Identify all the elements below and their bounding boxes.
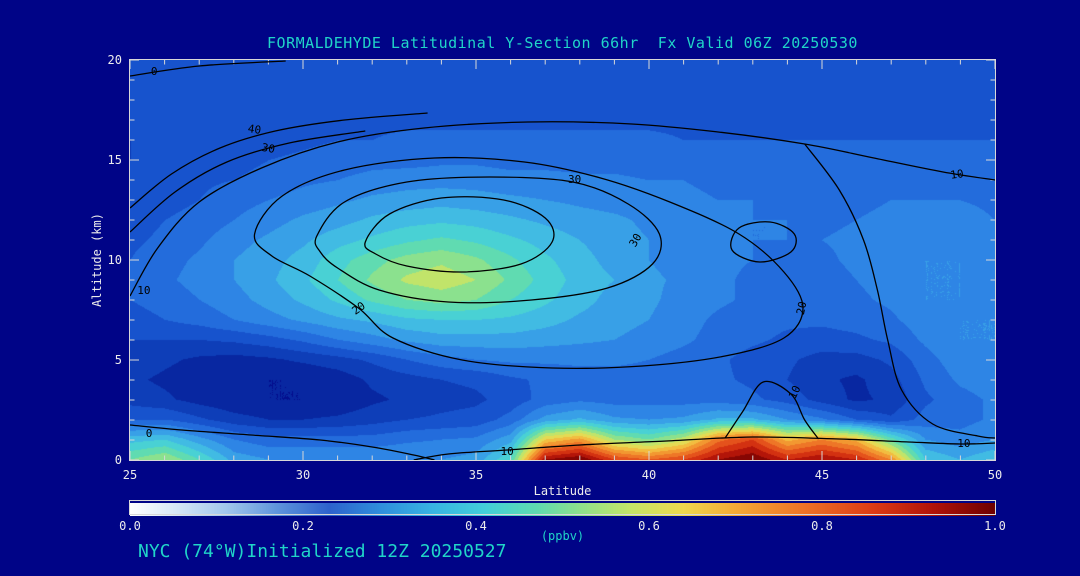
x-tick-label: 50 xyxy=(987,468,1003,482)
x-axis-title: Latitude xyxy=(533,484,592,498)
colorbar-tick-label: 0.6 xyxy=(638,519,660,533)
contour-label: 30 xyxy=(627,231,645,249)
colorbar-tick-label: 1.0 xyxy=(984,519,1006,533)
x-tick-label: 35 xyxy=(468,468,484,482)
contour-line xyxy=(130,60,286,77)
contour-line xyxy=(130,112,428,209)
colorbar xyxy=(129,500,996,516)
contour-label: 30 xyxy=(568,173,581,186)
y-tick-label: 20 xyxy=(107,53,122,67)
contour-label: 30 xyxy=(261,141,276,156)
contour-fill-canvas xyxy=(130,60,995,460)
contour-label: 0 xyxy=(146,427,153,440)
run-info-annotation: NYC (74°W)Initialized 12Z 20250527 xyxy=(138,541,507,562)
x-tick-label: 30 xyxy=(295,468,311,482)
contour-line xyxy=(724,380,820,440)
colorbar-tick-label: 0.2 xyxy=(292,519,314,533)
contour-line xyxy=(804,143,995,439)
contour-label: 10 xyxy=(950,167,965,182)
contour-line xyxy=(130,130,366,233)
contour-label: 10 xyxy=(786,383,803,401)
colorbar-tick-label: 0.4 xyxy=(465,519,487,533)
contour-label: 20 xyxy=(349,299,367,317)
x-tick-label: 40 xyxy=(641,468,657,482)
contour-line xyxy=(314,176,662,304)
x-tick-label: 25 xyxy=(122,468,138,482)
contour-label: 40 xyxy=(247,122,262,137)
y-tick-label: 5 xyxy=(114,353,122,367)
plot-area: 0 40 30 10 30 30 20 20 10 0 10 10 10 xyxy=(129,59,996,461)
y-tick-label: 15 xyxy=(107,153,122,167)
y-tick-label: 10 xyxy=(107,253,122,267)
chart-title: FORMALDEHYDE Latitudinal Y-Section 66hr … xyxy=(267,34,858,52)
colorbar-tick-label: 0.8 xyxy=(811,519,833,533)
contour-line xyxy=(130,121,995,297)
x-tick-label: 45 xyxy=(814,468,830,482)
contour-label: 10 xyxy=(501,445,514,458)
contour-line xyxy=(130,424,435,460)
contour-line xyxy=(364,196,555,273)
colorbar-units-label: (ppbv) xyxy=(540,529,585,543)
contour-line xyxy=(413,436,995,460)
y-tick-label: 0 xyxy=(114,453,122,467)
contour-label: 20 xyxy=(794,300,809,316)
contour-label: 10 xyxy=(957,437,970,450)
contour-line xyxy=(253,156,804,370)
contour-label: 10 xyxy=(137,284,150,297)
colorbar-canvas xyxy=(130,503,995,516)
contour-label: 0 xyxy=(151,65,158,78)
colorbar-tick-label: 0.0 xyxy=(119,519,141,533)
contour-line xyxy=(730,221,797,263)
contour-overlay-svg: 0 40 30 10 30 30 20 20 10 0 10 10 10 xyxy=(130,60,995,460)
